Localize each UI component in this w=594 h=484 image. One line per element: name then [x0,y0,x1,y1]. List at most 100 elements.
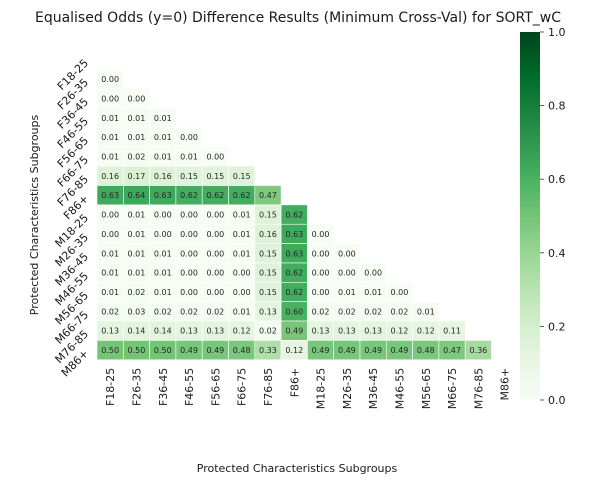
cell-value-label: 0.15 [206,172,224,181]
colorbar-tick-label: 0.2 [548,320,566,333]
cell-value-label: 0.00 [101,230,119,239]
cell-value-label: 0.36 [469,346,487,355]
cell-value-label: 0.00 [101,211,119,220]
cell-value-label: 0.15 [259,288,277,297]
cell-value-label: 0.63 [285,230,303,239]
cell-value-label: 0.00 [312,230,330,239]
cell-value-label: 0.01 [154,114,172,123]
x-axis-ticks: F18-25 F26-35 F36-45 F46-55 F56-65 F66-75 F76-… [104,368,512,409]
cell-value-label: 0.00 [338,249,356,258]
cell-value-label: 0.00 [312,249,330,258]
cell-value-label: 0.02 [128,288,146,297]
cell-value-label: 0.12 [391,327,409,336]
cell-value-label: 0.00 [180,133,198,142]
cell-value-label: 0.01 [128,230,146,239]
cell-value-label: 0.01 [233,249,251,258]
cell-value-label: 0.01 [154,152,172,161]
cell-value-label: 0.00 [180,211,198,220]
cell-value-label: 0.01 [233,307,251,316]
cell-value-label: 0.49 [338,346,356,355]
cell-value-label: 0.01 [180,152,198,161]
y-axis-label: Protected Characteristics Subgroups [28,114,41,315]
cell-value-label: 0.00 [180,230,198,239]
cell-value-label: 0.00 [128,94,146,103]
cell-value-label: 0.01 [233,211,251,220]
cell-value-label: 0.00 [233,269,251,278]
cell-value-label: 0.02 [180,307,198,316]
cell-value-label: 0.13 [312,327,330,336]
heatmap-cell-labels: 0.00 0.00 0.00 0.01 0.01 0.01 0.01 0.01 0.01 0.00… [101,75,487,355]
cell-value-label: 0.12 [285,346,303,355]
cell-value-label: 0.01 [128,114,146,123]
cell-value-label: 0.49 [180,346,198,355]
x-tick-label: M66-75 [446,368,459,409]
cell-value-label: 0.02 [259,327,277,336]
cell-value-label: 0.01 [417,307,435,316]
cell-value-label: 0.14 [154,327,172,336]
cell-value-label: 0.17 [128,172,146,181]
x-tick-label: F56-65 [209,368,222,406]
cell-value-label: 0.00 [154,230,172,239]
x-axis-label: Protected Characteristics Subgroups [197,462,398,475]
cell-value-label: 0.47 [443,346,461,355]
cell-value-label: 0.00 [206,230,224,239]
cell-value-label: 0.13 [364,327,382,336]
heatmap-cell [464,340,492,361]
cell-value-label: 0.16 [259,230,277,239]
cell-value-label: 0.01 [128,249,146,258]
cell-value-label: 0.63 [154,191,172,200]
cell-value-label: 0.63 [285,249,303,258]
cell-value-label: 0.00 [206,152,224,161]
cell-value-label: 0.00 [101,75,119,84]
cell-value-label: 0.00 [338,269,356,278]
x-tick-label: F86+ [288,368,301,398]
cell-value-label: 0.01 [128,269,146,278]
cell-value-label: 0.01 [101,152,119,161]
x-tick-label: F26-35 [130,368,143,406]
cell-value-label: 0.13 [206,327,224,336]
cell-value-label: 0.15 [233,172,251,181]
x-tick-label: M86+ [499,368,512,401]
cell-value-label: 0.01 [364,288,382,297]
cell-value-label: 0.01 [154,249,172,258]
cell-value-label: 0.15 [180,172,198,181]
cell-value-label: 0.33 [259,346,277,355]
cell-value-label: 0.01 [233,230,251,239]
cell-value-label: 0.49 [391,346,409,355]
cell-value-label: 0.49 [285,327,303,336]
cell-value-label: 0.49 [364,346,382,355]
cell-value-label: 0.13 [180,327,198,336]
cell-value-label: 0.50 [128,346,146,355]
cell-value-label: 0.62 [206,191,224,200]
cell-value-label: 0.13 [101,327,119,336]
heatmap-cells [96,69,492,361]
cell-value-label: 0.02 [364,307,382,316]
cell-value-label: 0.01 [338,288,356,297]
cell-value-label: 0.00 [180,288,198,297]
cell-value-label: 0.50 [101,346,119,355]
cell-value-label: 0.15 [259,269,277,278]
cell-value-label: 0.50 [154,346,172,355]
colorbar-tick-label: 0.4 [548,247,566,260]
cell-value-label: 0.62 [285,269,303,278]
cell-value-label: 0.02 [338,307,356,316]
cell-value-label: 0.12 [233,327,251,336]
cell-value-label: 0.63 [101,191,119,200]
cell-value-label: 0.16 [154,172,172,181]
cell-value-label: 0.02 [312,307,330,316]
x-tick-label: M46-55 [393,368,406,409]
cell-value-label: 0.01 [154,269,172,278]
cell-value-label: 0.01 [154,288,172,297]
cell-value-label: 0.00 [206,288,224,297]
cell-value-label: 0.01 [128,211,146,220]
cell-value-label: 0.01 [101,114,119,123]
cell-value-label: 0.48 [233,346,251,355]
x-tick-label: M18-25 [315,368,328,409]
cell-value-label: 0.49 [312,346,330,355]
cell-value-label: 0.64 [128,191,146,200]
colorbar-ticks: 0.0 0.2 0.4 0.6 0.8 1.0 [540,26,566,407]
cell-value-label: 0.62 [180,191,198,200]
cell-value-label: 0.14 [128,327,146,336]
colorbar [520,32,540,400]
